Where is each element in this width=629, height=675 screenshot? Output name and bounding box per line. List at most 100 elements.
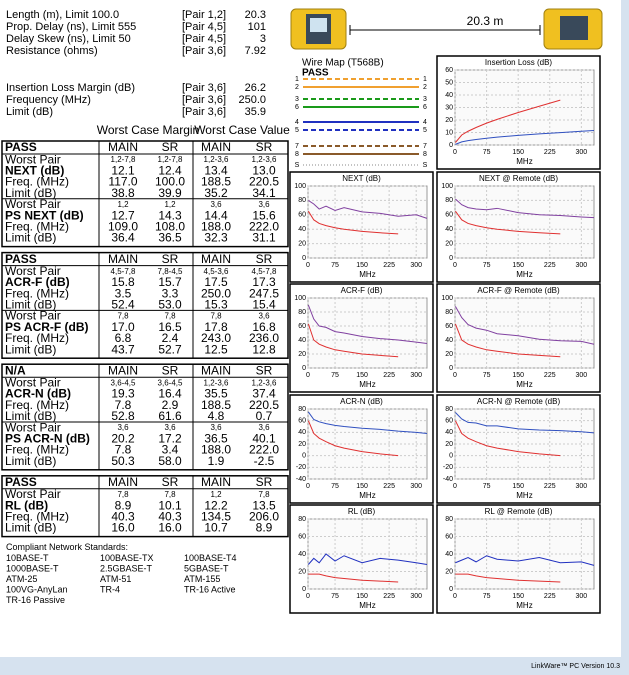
cell-value: 206.0 [249,509,279,523]
row-label: Limit (dB) [5,231,56,245]
cell-value: 36.5 [158,231,182,245]
column-name: SR [256,252,273,266]
x-tick-label: 75 [331,483,339,490]
cell-value: 17.5 [204,275,228,289]
summary-label: Length (m), Limit 100.0 [6,9,119,21]
row-label: ACR-F (dB) [5,275,70,289]
cell-value: 188.0 [201,219,231,233]
cell-value: 188.5 [201,398,231,412]
summary-pair: [Pair 1,2] [182,9,226,21]
x-tick-label: 300 [410,593,422,600]
cell-value: 15.6 [252,208,276,222]
series-line [307,210,399,235]
row-label: PS ACR-F (dB) [5,320,89,334]
y-tick-label: 20 [445,117,453,124]
cell-value: 16.8 [252,320,276,334]
cell-value: 17.2 [158,431,182,445]
row-label: Freq. (MHz) [5,443,69,457]
row-label: Freq. (MHz) [5,175,69,189]
table-status: PASS [5,252,37,266]
pin-right: 1 [423,76,427,83]
x-tick-label: 225 [544,483,556,490]
row-label: Limit (dB) [5,186,56,200]
cell-value: 7,8 [164,490,176,499]
pin-left: 8 [295,151,299,158]
column-name: SR [162,252,179,266]
summary-label: Limit (dB) [6,106,53,118]
cell-value: 3,6 [210,423,222,432]
series-line [308,573,399,583]
cell-value: 220.5 [249,398,279,412]
pin-left: 4 [295,119,299,126]
y-tick-label: 0 [302,365,306,372]
x-tick-label: 225 [544,593,556,600]
shield-left: S [295,162,300,169]
cell-value: 15.7 [158,275,182,289]
table-box [1,363,289,471]
cell-value: 7,8 [117,312,129,321]
column-name: MAIN [108,140,138,154]
row-label: Worst Pair [5,197,61,211]
y-tick-label: -40 [296,476,306,483]
cell-value: 3.4 [162,443,179,457]
summary-label: Insertion Loss Margin (dB) [6,82,135,94]
standard: 1000BASE-T [6,563,59,573]
x-axis-label: MHz [359,270,375,279]
x-tick-label: 300 [576,483,588,490]
series-line [307,323,399,358]
y-tick-label: 30 [445,104,453,111]
x-tick-label: 0 [306,483,310,490]
x-tick-label: 300 [576,149,588,156]
x-tick-label: 150 [356,262,368,269]
wire-map-title: Wire Map (T568B) [302,58,384,69]
cell-value: 52.7 [158,342,182,356]
y-tick-label: 60 [298,212,306,219]
cell-value: 40.3 [111,509,135,523]
summary-pair: [Pair 3,6] [182,94,226,106]
summary-value: 250.0 [238,94,266,106]
plot-area [307,185,428,259]
pin-left: 7 [295,143,299,150]
cell-value: 39.9 [158,186,182,200]
x-tick-label: 150 [512,372,524,379]
cell-value: 3,6 [117,423,129,432]
wire-map-status: PASS [302,68,329,79]
cell-value: 247.5 [249,286,279,300]
column-name: SR [256,140,273,154]
cell-value: 12.1 [111,163,135,177]
x-axis-label: MHz [359,491,375,500]
row-label: NEXT (dB) [5,163,64,177]
x-tick-label: 0 [453,483,457,490]
pin-left: 5 [295,127,299,134]
table-status: PASS [5,475,37,489]
chart-title: Insertion Loss (dB) [485,58,552,67]
summary-label: Resistance (ohms) [6,45,98,57]
y-tick-label: 60 [445,533,453,540]
y-tick-label: 0 [449,453,453,460]
x-tick-label: 75 [483,149,491,156]
row-label: PS NEXT (dB) [5,208,84,222]
cell-value: 7,8-4,5 [158,267,183,276]
cell-value: 7,8 [258,490,270,499]
summary-value: 7.92 [245,45,266,57]
table-box [1,251,289,359]
x-tick-label: 225 [383,593,395,600]
y-tick-label: 20 [445,240,453,247]
cell-value: 1,2-7,8 [111,155,136,164]
cell-value: 2.4 [162,331,179,345]
row-label: RL (dB) [5,498,48,512]
y-tick-label: 0 [449,255,453,262]
cell-value: 13.5 [252,498,276,512]
cell-value: 17.8 [204,320,228,334]
x-tick-label: 225 [383,372,395,379]
pin-left: 1 [295,76,299,83]
cell-value: 35.5 [204,387,228,401]
footer-bar [0,657,629,675]
x-tick-label: 150 [512,262,524,269]
y-tick-label: 20 [298,568,306,575]
cell-value: 36.5 [204,431,228,445]
cell-value: 34.1 [252,186,276,200]
y-tick-label: 40 [298,429,306,436]
y-tick-label: 40 [445,551,453,558]
